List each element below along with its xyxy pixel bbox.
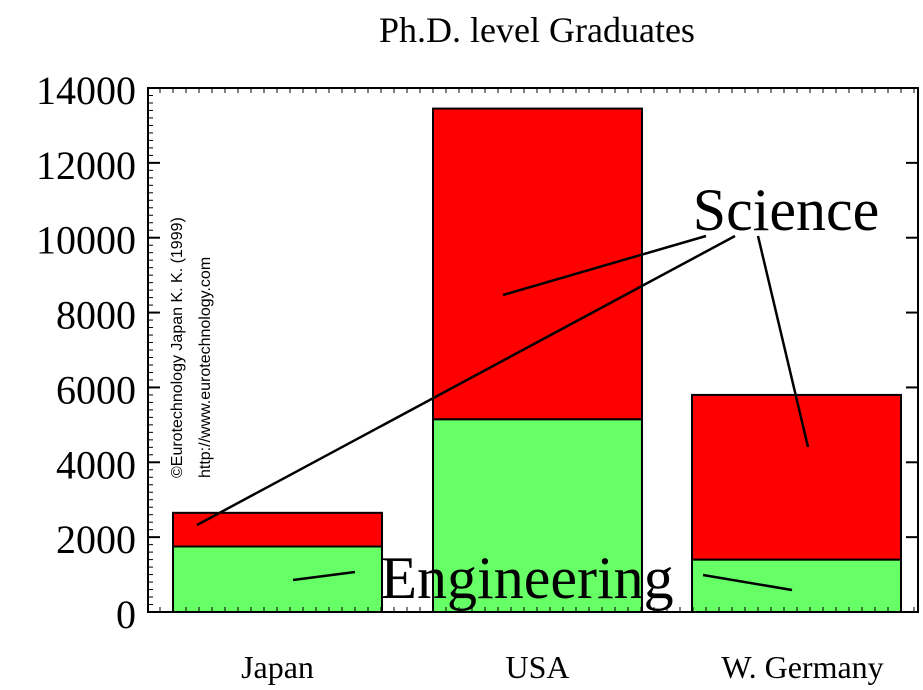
y-tick-label: 2000 <box>56 517 136 562</box>
annotation-pointer-line <box>702 573 793 592</box>
annotation-pointer-line <box>292 570 356 582</box>
annotation-pointer-line <box>756 235 810 448</box>
y-tick-label: 12000 <box>36 143 136 188</box>
engineering-annotation: Engineering <box>380 545 673 611</box>
watermark-url: http://www.eurotechnology.com <box>197 257 214 478</box>
science-annotation: Science <box>693 177 880 243</box>
x-tick-label: W. Germany <box>721 649 883 685</box>
bar-engineering-japan <box>172 545 383 613</box>
y-tick-label: 6000 <box>56 367 136 412</box>
watermark: ©Eurotechnology Japan K. K. (1999) http:… <box>169 217 214 478</box>
annotation-pointers <box>196 234 810 592</box>
y-tick-label: 14000 <box>36 68 136 113</box>
annotation-pointer-line <box>196 234 736 527</box>
annotation-pointer-line <box>502 234 707 297</box>
x-tick-label: USA <box>505 649 569 685</box>
bars-layer <box>172 107 902 613</box>
y-tick-label: 0 <box>116 592 136 637</box>
y-tick-label: 10000 <box>36 218 136 263</box>
chart-title: Ph.D. level Graduates <box>379 10 695 50</box>
x-tick-label: Japan <box>241 649 314 685</box>
watermark-copyright: ©Eurotechnology Japan K. K. (1999) <box>169 217 186 478</box>
labels-layer: Japan USA W. Germany <box>241 649 884 685</box>
bar-science-japan <box>172 511 383 548</box>
y-tick-label: 8000 <box>56 293 136 338</box>
bar-engineering-w-germany <box>691 558 902 613</box>
axis-layer: 0 2000 4000 6000 8000 10000 12000 14000 <box>36 68 919 637</box>
bar-science-w-germany <box>691 393 902 561</box>
y-tick-label: 4000 <box>56 442 136 487</box>
